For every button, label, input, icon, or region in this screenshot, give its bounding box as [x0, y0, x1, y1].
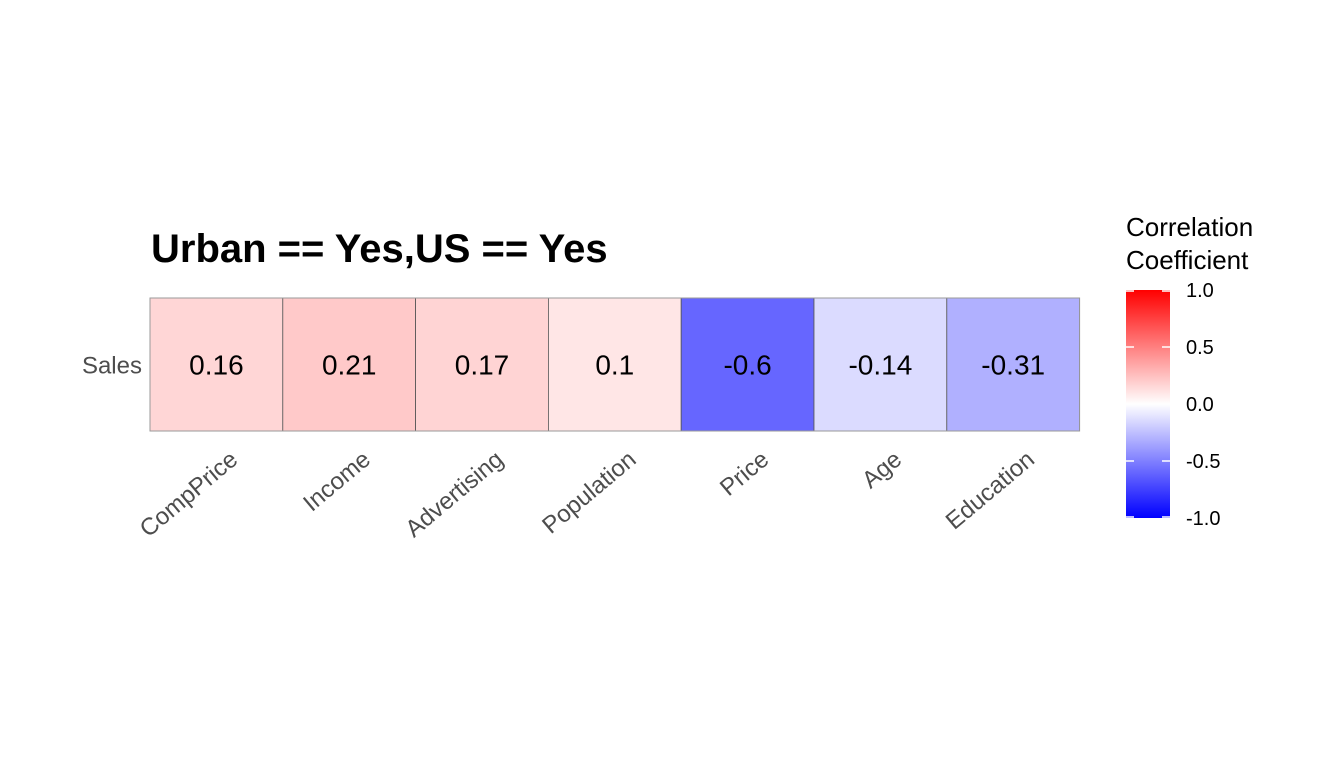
color-legend: Correlation Coefficient 1.0 0.5 0.0 -0.5 -1.… — [1126, 212, 1253, 530]
x-tick-label: Income — [298, 446, 376, 517]
y-axis-ticks: Sales — [82, 353, 142, 380]
x-tick-label: Advertising — [400, 446, 508, 543]
x-axis-ticks: CompPrice Income Advertising Population Pric… — [135, 446, 1040, 543]
cell-value-labels: 0.16 0.21 0.17 0.1 -0.6 -0.14 -0.31 — [189, 350, 1045, 381]
heatmap-cell-price — [680, 297, 815, 432]
heatmap-border — [149, 297, 1081, 432]
cell-value-label: -0.31 — [981, 350, 1045, 381]
legend-tick-label: -1.0 — [1186, 508, 1220, 530]
legend-title-line-2: Coefficient — [1126, 245, 1249, 275]
chart-title: Urban == Yes,US == Yes — [151, 227, 608, 271]
cell-value-label: 0.16 — [189, 350, 244, 381]
cell-value-label: 0.1 — [595, 350, 634, 381]
legend-title-line-1: Correlation — [1126, 212, 1253, 242]
heatmap-cell-age — [813, 297, 948, 432]
cell-value-label: 0.17 — [455, 350, 510, 381]
x-tick-label: Population — [537, 446, 641, 540]
cell-value-label: -0.14 — [848, 350, 912, 381]
legend-tick-label: 0.0 — [1186, 394, 1214, 416]
x-tick-label: Price — [715, 446, 774, 502]
legend-ticks: 1.0 0.5 0.0 -0.5 -1.0 — [1126, 280, 1220, 530]
heatmap-cell-population — [548, 297, 682, 432]
cell-value-label: -0.6 — [723, 350, 771, 381]
legend-tick-label: -0.5 — [1186, 451, 1220, 473]
heatmap-cell-education — [946, 297, 1080, 432]
cell-value-label: 0.21 — [322, 350, 377, 381]
x-tick-label: Education — [941, 446, 1040, 535]
heatmap-cell-income — [282, 297, 416, 432]
legend-tick-label: 1.0 — [1186, 280, 1214, 302]
legend-tick-label: 0.5 — [1186, 337, 1214, 359]
heatmap-cell-compprice — [149, 297, 284, 432]
y-tick-label: Sales — [82, 353, 142, 380]
x-tick-label: CompPrice — [135, 446, 243, 543]
heatmap-cells — [149, 297, 1081, 432]
x-tick-label: Age — [857, 446, 907, 494]
